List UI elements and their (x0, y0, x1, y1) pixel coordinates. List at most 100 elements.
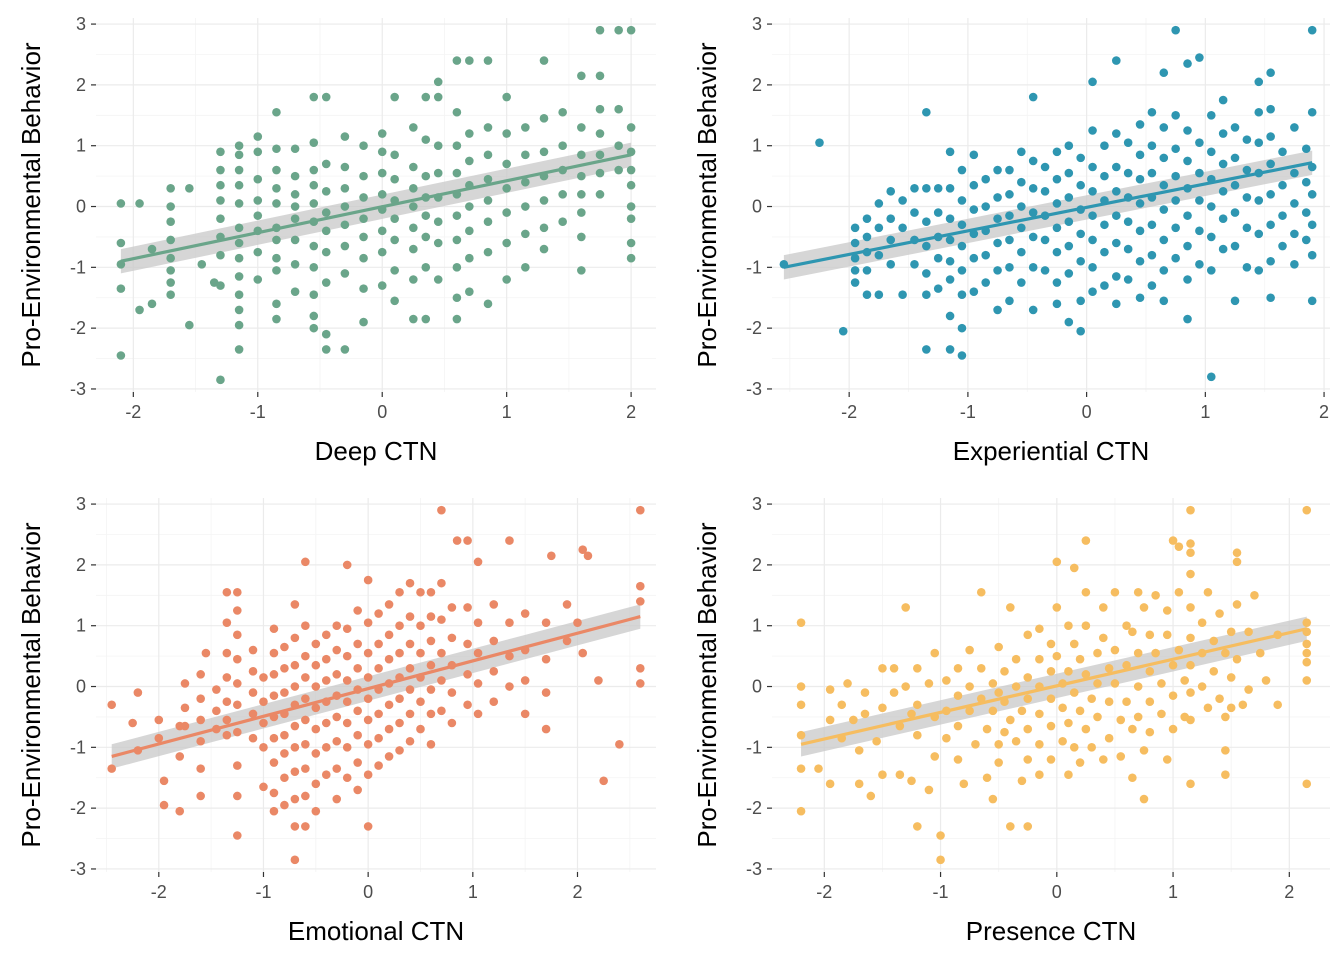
data-point (521, 177, 530, 187)
data-point (465, 129, 474, 138)
data-point (390, 235, 399, 245)
data-point (216, 375, 225, 385)
data-point (1088, 287, 1097, 296)
data-point (993, 238, 1002, 248)
data-point (390, 92, 399, 102)
data-point (1081, 724, 1091, 734)
data-point (626, 214, 636, 223)
data-point (395, 746, 404, 755)
data-point (311, 639, 321, 649)
data-point (135, 305, 144, 315)
data-point (825, 685, 835, 694)
data-point (1273, 700, 1282, 710)
data-point (913, 663, 922, 673)
data-point (233, 727, 242, 737)
data-point (437, 615, 446, 624)
data-point (635, 663, 645, 673)
data-point (353, 606, 362, 615)
data-point (301, 715, 310, 725)
data-point (234, 223, 244, 233)
data-point (409, 183, 418, 193)
regression-line-experiential-ctn (783, 161, 1313, 269)
data-point (340, 183, 350, 193)
data-point (965, 682, 974, 691)
data-point (1230, 208, 1240, 217)
data-point (290, 214, 300, 223)
data-point (1302, 676, 1312, 685)
data-point (342, 743, 352, 752)
data-point (1116, 715, 1126, 725)
data-point (340, 220, 350, 230)
data-point (1093, 648, 1102, 658)
data-point (1035, 624, 1044, 634)
data-point (377, 247, 387, 257)
data-point (290, 235, 300, 245)
data-point (1069, 688, 1079, 697)
data-point (1209, 636, 1219, 646)
data-point (1088, 126, 1097, 135)
data-point (234, 199, 244, 208)
data-point (1302, 779, 1312, 789)
data-point (1005, 296, 1014, 306)
data-point (957, 165, 967, 175)
data-point (1123, 275, 1133, 284)
data-point (253, 196, 263, 205)
data-point (332, 645, 342, 655)
data-point (212, 706, 221, 716)
data-point (539, 114, 549, 123)
data-point (259, 782, 268, 792)
data-point (922, 345, 931, 354)
data-point (1111, 162, 1121, 172)
data-point (862, 290, 872, 299)
data-point (889, 688, 899, 697)
data-point (1301, 208, 1311, 217)
data-point (1011, 682, 1021, 691)
data-point (957, 351, 967, 360)
data-point (409, 223, 418, 233)
data-point (1174, 645, 1184, 655)
x-tick-label: 2 (1284, 882, 1294, 902)
data-point (363, 694, 373, 703)
data-point (196, 764, 205, 773)
data-point (342, 624, 352, 634)
data-point (301, 621, 310, 631)
data-point (421, 92, 431, 102)
data-point (1278, 241, 1287, 251)
data-point (1302, 657, 1312, 667)
data-point (452, 168, 462, 178)
data-point (1111, 238, 1121, 248)
data-point (595, 104, 605, 114)
data-point (426, 587, 436, 597)
data-point (945, 147, 955, 157)
data-point (1088, 187, 1097, 196)
data-point (433, 92, 443, 102)
y-tick-label: -2 (70, 798, 86, 818)
data-point (862, 232, 872, 242)
data-point (1064, 193, 1074, 202)
data-point (465, 56, 474, 65)
y-tick-label: 0 (76, 197, 86, 217)
data-point (521, 229, 530, 239)
data-point (390, 296, 399, 306)
data-point (1046, 694, 1056, 703)
data-point (1266, 132, 1275, 141)
data-point (234, 238, 244, 248)
data-point (405, 639, 415, 649)
data-point (1218, 159, 1228, 169)
data-point (1195, 138, 1204, 147)
y-tick-label: -2 (746, 318, 762, 338)
data-point (635, 597, 645, 606)
data-point (272, 253, 281, 263)
data-point (1266, 190, 1275, 199)
data-point (1186, 633, 1195, 643)
data-point (409, 162, 418, 172)
data-point (222, 673, 232, 682)
data-point (216, 214, 225, 223)
data-point (363, 618, 373, 627)
data-point (465, 253, 474, 263)
data-point (1116, 752, 1126, 761)
data-point (1266, 68, 1275, 78)
data-point (1028, 208, 1038, 217)
data-point (473, 618, 483, 627)
data-point (234, 253, 244, 263)
